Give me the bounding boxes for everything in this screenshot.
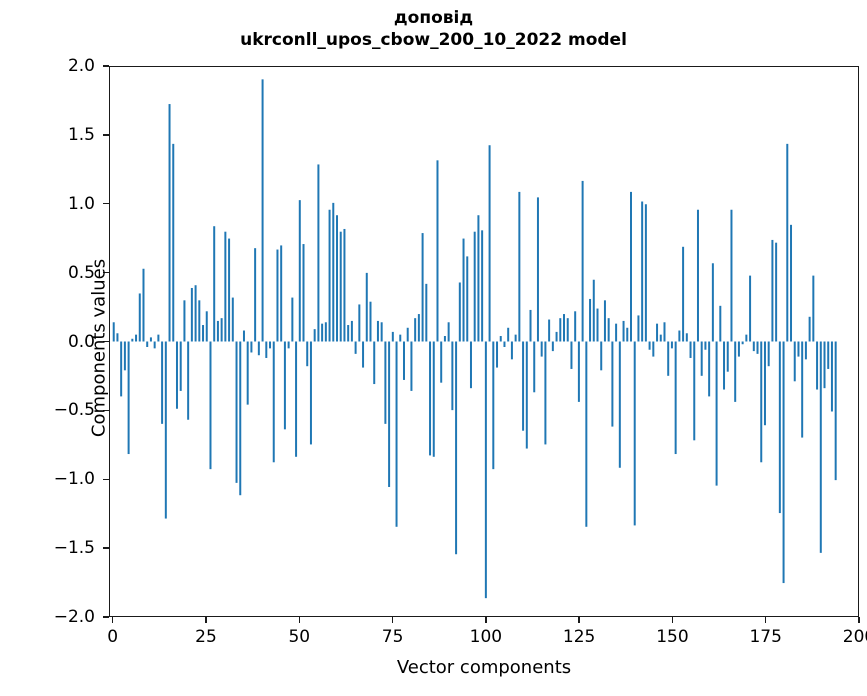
x-tick-mark bbox=[578, 617, 580, 623]
x-tick-label: 50 bbox=[288, 627, 311, 647]
y-tick-label: −2.0 bbox=[53, 607, 95, 627]
x-tick-mark bbox=[298, 617, 300, 623]
x-tick-label: 100 bbox=[469, 627, 503, 647]
plot-area bbox=[109, 66, 859, 617]
y-tick-label: −1.5 bbox=[53, 538, 95, 559]
x-tick-mark bbox=[205, 617, 207, 623]
y-tick-label: 0.5 bbox=[67, 262, 95, 283]
y-tick-label: 1.5 bbox=[67, 124, 95, 145]
y-tick-label: 1.0 bbox=[67, 193, 95, 214]
y-tick-label: 0.0 bbox=[67, 331, 95, 352]
x-tick-mark bbox=[765, 617, 767, 623]
x-tick-mark bbox=[671, 617, 674, 623]
y-axis-label: Components values bbox=[88, 258, 110, 438]
x-tick-mark bbox=[391, 617, 394, 623]
x-axis-label: Vector components bbox=[396, 657, 572, 678]
x-tick-label: 0 bbox=[107, 627, 119, 647]
chart-title: доповід ukrconll_upos_cbow_200_10_2022 m… bbox=[240, 8, 627, 50]
x-tick-label: 75 bbox=[381, 627, 404, 647]
y-tick-label: 2.0 bbox=[67, 56, 95, 76]
x-tick-label: 150 bbox=[656, 627, 689, 647]
x-tick-mark bbox=[485, 617, 487, 623]
bar-series bbox=[112, 79, 837, 599]
x-tick-label: 175 bbox=[749, 627, 782, 647]
y-tick-label: −1.0 bbox=[53, 469, 95, 490]
x-tick-mark bbox=[858, 617, 860, 623]
x-tick-mark bbox=[112, 617, 114, 623]
x-tick-label: 200 bbox=[842, 627, 867, 647]
x-tick-label: 125 bbox=[562, 627, 596, 647]
x-tick-label: 25 bbox=[195, 627, 217, 647]
y-tick-label: −0.5 bbox=[53, 400, 95, 421]
